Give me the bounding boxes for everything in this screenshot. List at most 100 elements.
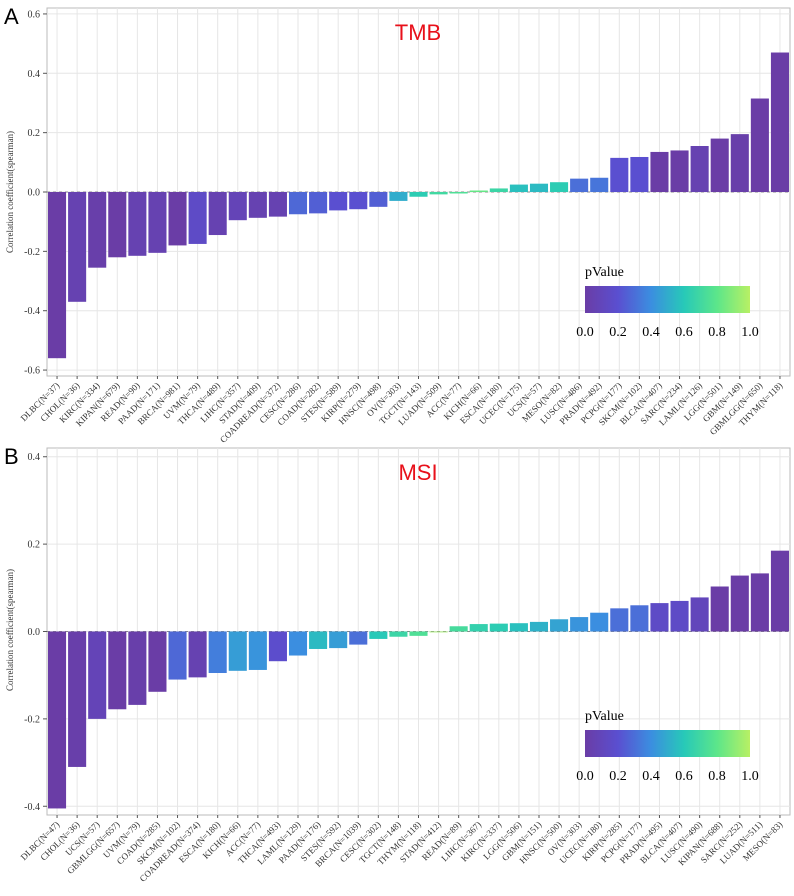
y-axis-label: Correlation coefficient(spearman)	[5, 131, 15, 253]
bar	[469, 624, 488, 632]
y-tick-label: 0.2	[28, 128, 41, 139]
legend-tick-label: 0.2	[609, 769, 627, 784]
bar	[88, 631, 107, 719]
bar	[208, 192, 227, 236]
bar	[489, 623, 508, 632]
legend-tick-label: 0.4	[642, 325, 660, 340]
bar	[228, 192, 247, 221]
bar	[670, 600, 689, 632]
bar	[68, 631, 87, 767]
bar	[228, 631, 247, 671]
bar	[389, 631, 408, 637]
bar	[48, 631, 67, 809]
bar	[770, 550, 789, 632]
bar	[369, 631, 388, 639]
bar	[248, 631, 267, 670]
bar	[630, 156, 649, 192]
bar	[268, 192, 287, 217]
bar	[670, 150, 689, 192]
bar	[509, 184, 528, 192]
panel-tmb: A 0.6 0.4 0.2 0.0 -0.2 -0.4 -0.6 DLBC(N=37)CHO…	[4, 4, 791, 445]
bar	[48, 192, 67, 359]
legend-tick-label: 1.0	[741, 325, 759, 340]
bar	[349, 192, 368, 210]
legend-tick-label: 0.8	[708, 769, 726, 784]
bar	[469, 190, 488, 192]
bar	[68, 192, 87, 302]
bar	[550, 182, 569, 192]
legend-tick-label: 0.2	[609, 325, 627, 340]
bar	[730, 134, 749, 192]
panel-letter-b: B	[4, 444, 19, 469]
legend: pValue 0.0 0.2 0.4 0.6 0.8 1.0	[576, 265, 759, 340]
legend-tick-label: 1.0	[741, 769, 759, 784]
bar	[148, 631, 167, 692]
bar	[88, 192, 107, 268]
bar	[509, 623, 528, 632]
bar	[610, 157, 629, 192]
bar	[650, 603, 669, 632]
bar	[650, 151, 669, 192]
legend-ticks: 0.0 0.2 0.4 0.6 0.8 1.0	[576, 325, 759, 340]
bar	[349, 631, 368, 645]
bar	[288, 192, 308, 215]
y-tick-label: 0.0	[28, 627, 41, 638]
legend-ticks: 0.0 0.2 0.4 0.6 0.8 1.0	[576, 769, 759, 784]
y-tick-label: 0.6	[28, 9, 41, 20]
bar	[128, 631, 147, 705]
bar	[710, 586, 729, 632]
y-tick-label: -0.4	[24, 802, 40, 813]
bar	[449, 626, 468, 632]
bar	[409, 631, 428, 636]
bar	[570, 178, 589, 192]
bar	[188, 192, 207, 244]
bar	[369, 192, 388, 207]
bar	[128, 192, 147, 256]
bar	[690, 597, 709, 632]
bar	[248, 192, 267, 218]
bar	[730, 575, 749, 632]
bar	[389, 192, 408, 201]
bar	[570, 617, 589, 632]
legend-colorbar	[585, 730, 750, 757]
legend: pValue 0.0 0.2 0.4 0.6 0.8 1.0	[576, 709, 759, 784]
bar	[590, 612, 609, 632]
bar	[208, 631, 227, 674]
y-tick-label: 0.0	[28, 188, 41, 199]
bar-series	[48, 550, 789, 809]
bar	[429, 631, 448, 633]
chart-title: MSI	[398, 460, 437, 485]
legend-tick-label: 0.8	[708, 325, 726, 340]
y-axis: 0.6 0.4 0.2 0.0 -0.2 -0.4 -0.6	[24, 9, 47, 377]
bar	[429, 192, 448, 195]
bar	[750, 98, 769, 192]
bar	[268, 631, 287, 662]
x-axis: DLBC(N=47)CHOL(N=36)UCS(N=57)GBMLGG(N=65…	[19, 815, 784, 884]
legend-title: pValue	[585, 265, 624, 280]
bar	[529, 621, 549, 632]
chart-title: TMB	[395, 20, 441, 45]
bar	[329, 192, 348, 211]
bar	[690, 146, 709, 192]
legend-colorbar	[585, 286, 750, 313]
bar	[168, 192, 187, 246]
bar	[288, 631, 308, 656]
legend-tick-label: 0.6	[675, 769, 693, 784]
y-tick-label: -0.6	[24, 366, 40, 377]
legend-tick-label: 0.6	[675, 325, 693, 340]
bar	[188, 631, 207, 678]
bar	[610, 608, 629, 632]
bar	[590, 177, 609, 192]
y-tick-label: 0.2	[28, 540, 41, 551]
y-axis: 0.4 0.2 0.0 -0.2 -0.4	[24, 452, 47, 813]
bar	[329, 631, 348, 649]
panel-msi: B 0.4 0.2 0.0 -0.2 -0.4 DLBC(N=47)CHOL(N=36)…	[4, 444, 791, 884]
bar	[550, 619, 569, 632]
bar	[148, 192, 167, 253]
bar	[630, 605, 649, 632]
bar	[309, 631, 328, 649]
y-tick-label: -0.4	[24, 306, 40, 317]
panel-letter-a: A	[4, 4, 19, 29]
bar	[309, 192, 328, 214]
y-tick-label: -0.2	[24, 247, 40, 258]
